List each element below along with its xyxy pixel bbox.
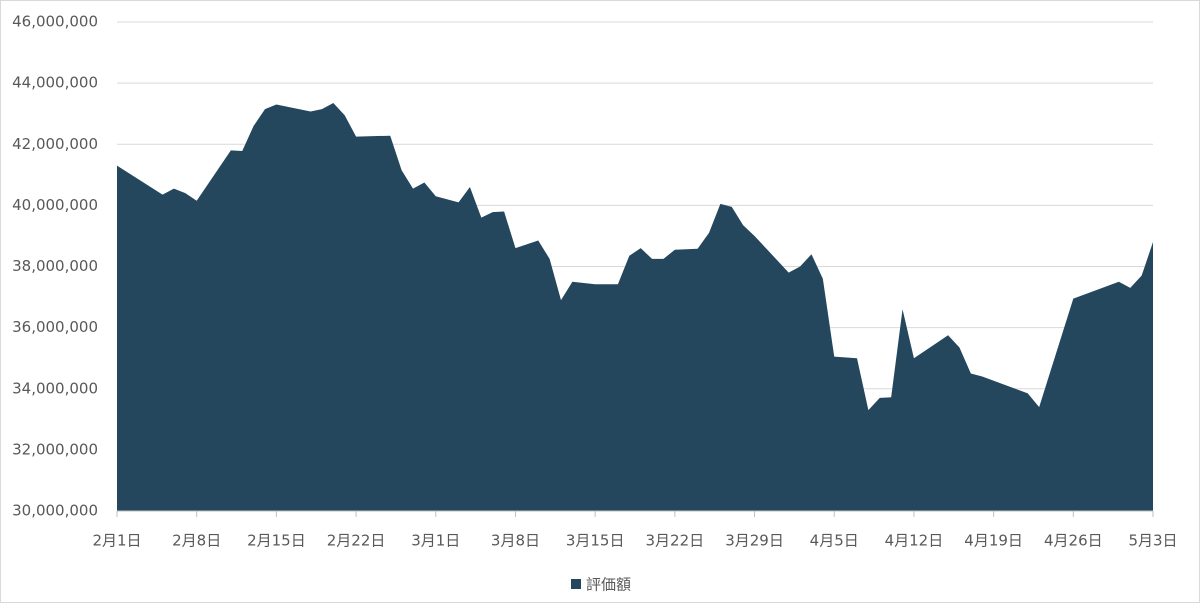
x-tick-label: 5月3日 bbox=[1128, 532, 1177, 550]
x-tick-label: 4月5日 bbox=[810, 532, 859, 550]
y-tick-label: 30,000,000 bbox=[12, 502, 98, 520]
x-tick-label: 2月15日 bbox=[247, 532, 306, 550]
legend-label: 評価額 bbox=[586, 576, 631, 594]
x-tick-label: 3月15日 bbox=[566, 532, 625, 550]
y-tick-label: 36,000,000 bbox=[12, 318, 98, 336]
y-tick-label: 34,000,000 bbox=[12, 379, 98, 397]
x-tick-label: 4月12日 bbox=[885, 532, 944, 550]
y-tick-label: 40,000,000 bbox=[12, 196, 98, 214]
x-tick-label: 3月29日 bbox=[725, 532, 784, 550]
x-tick-label: 3月8日 bbox=[491, 532, 540, 550]
y-tick-label: 38,000,000 bbox=[12, 257, 98, 275]
x-tick-label: 4月26日 bbox=[1044, 532, 1103, 550]
x-tick-label: 2月1日 bbox=[92, 532, 141, 550]
y-tick-label: 44,000,000 bbox=[12, 74, 98, 92]
x-tick-label: 4月19日 bbox=[964, 532, 1023, 550]
x-tick-label: 2月22日 bbox=[327, 532, 386, 550]
y-tick-label: 46,000,000 bbox=[12, 13, 98, 31]
legend-swatch bbox=[571, 579, 581, 589]
x-tick-label: 2月8日 bbox=[172, 532, 221, 550]
y-tick-label: 42,000,000 bbox=[12, 135, 98, 153]
x-tick-label: 3月1日 bbox=[411, 532, 460, 550]
x-tick-label: 3月22日 bbox=[646, 532, 705, 550]
y-tick-label: 32,000,000 bbox=[12, 440, 98, 458]
area bbox=[117, 102, 1153, 511]
